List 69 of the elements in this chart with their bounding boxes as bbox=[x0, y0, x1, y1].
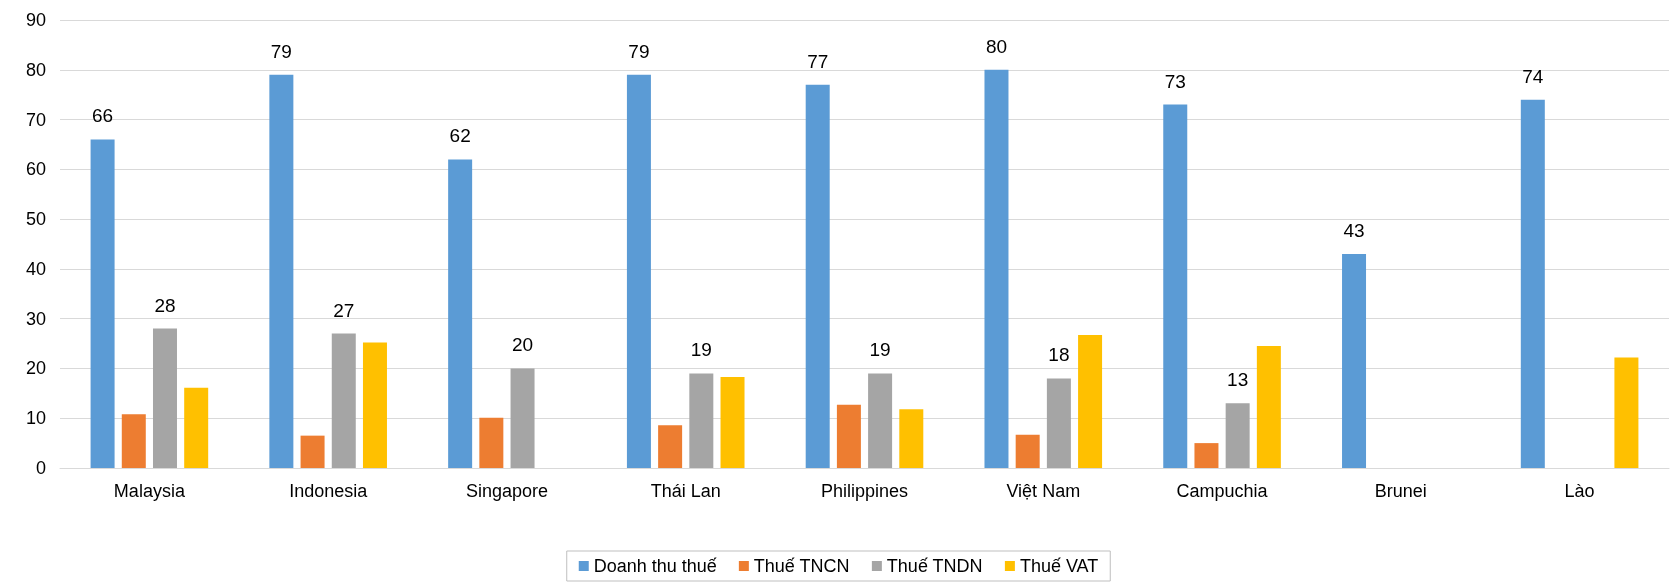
y-tick-label: 60 bbox=[25, 159, 46, 180]
data-label: 77 bbox=[807, 50, 829, 72]
x-tick-label: Indonesia bbox=[289, 481, 369, 501]
data-label: 79 bbox=[628, 40, 650, 62]
x-tick-label: Malaysia bbox=[113, 481, 186, 501]
data-label: 28 bbox=[154, 294, 176, 316]
bar bbox=[1078, 335, 1103, 468]
data-label: 62 bbox=[449, 125, 471, 147]
y-tick-label: 0 bbox=[35, 458, 46, 478]
x-tick-label: Campuchia bbox=[1176, 481, 1269, 501]
data-label: 73 bbox=[1164, 70, 1186, 92]
bar bbox=[805, 84, 830, 468]
bar bbox=[121, 414, 146, 468]
bar bbox=[1194, 443, 1219, 468]
x-tick-label: Thái Lan bbox=[650, 481, 721, 501]
data-label: 19 bbox=[690, 339, 712, 361]
bar bbox=[1342, 253, 1367, 468]
data-label: 19 bbox=[869, 339, 891, 361]
bar bbox=[658, 425, 683, 468]
bar bbox=[1046, 378, 1071, 468]
legend-label: Thuế VAT bbox=[1019, 556, 1099, 576]
bar bbox=[479, 417, 504, 468]
bar bbox=[448, 159, 473, 468]
y-tick-label: 20 bbox=[25, 358, 46, 379]
data-label: 66 bbox=[92, 105, 114, 127]
bar bbox=[689, 373, 714, 468]
x-tick-label: Việt Nam bbox=[1006, 481, 1081, 501]
y-tick-label: 90 bbox=[25, 10, 46, 30]
data-label: 74 bbox=[1522, 65, 1544, 87]
x-tick-label: Brunei bbox=[1374, 481, 1427, 501]
data-label: 27 bbox=[333, 299, 355, 321]
bar bbox=[90, 139, 115, 468]
data-label: 43 bbox=[1343, 219, 1365, 241]
x-tick-label: Philippines bbox=[820, 481, 909, 501]
bar bbox=[300, 435, 325, 468]
bar bbox=[1614, 357, 1639, 468]
x-tick-label: Lào bbox=[1564, 481, 1595, 501]
bar bbox=[1256, 346, 1281, 468]
data-label: 18 bbox=[1048, 344, 1070, 366]
data-label: 79 bbox=[270, 40, 292, 62]
bar bbox=[362, 342, 387, 468]
bar bbox=[331, 333, 356, 468]
bar bbox=[984, 69, 1009, 468]
bar bbox=[836, 404, 861, 468]
bar bbox=[1015, 434, 1040, 468]
data-label: 20 bbox=[511, 334, 534, 356]
bar bbox=[269, 74, 294, 468]
bar bbox=[184, 387, 209, 468]
y-tick-label: 70 bbox=[25, 109, 46, 130]
bar bbox=[868, 373, 893, 468]
bar bbox=[720, 376, 745, 468]
x-tick-label: Singapore bbox=[465, 481, 548, 501]
y-tick-label: 40 bbox=[25, 258, 46, 279]
data-label: 80 bbox=[985, 35, 1008, 57]
legend-label: Thuế TNCN bbox=[753, 556, 850, 576]
y-tick-label: 50 bbox=[25, 209, 46, 230]
y-tick-label: 80 bbox=[25, 59, 46, 80]
bar bbox=[152, 328, 177, 468]
bar bbox=[510, 368, 535, 468]
bar bbox=[899, 409, 924, 468]
data-label: 13 bbox=[1227, 369, 1249, 391]
legend-label: Thuế TNDN bbox=[886, 556, 983, 576]
legend-label: Doanh thu thuế bbox=[593, 556, 717, 576]
bar bbox=[1225, 403, 1250, 468]
y-tick-label: 30 bbox=[25, 308, 46, 329]
bar bbox=[1163, 104, 1188, 468]
y-tick-label: 10 bbox=[25, 408, 46, 429]
bar bbox=[1520, 99, 1545, 468]
bar bbox=[626, 74, 651, 468]
